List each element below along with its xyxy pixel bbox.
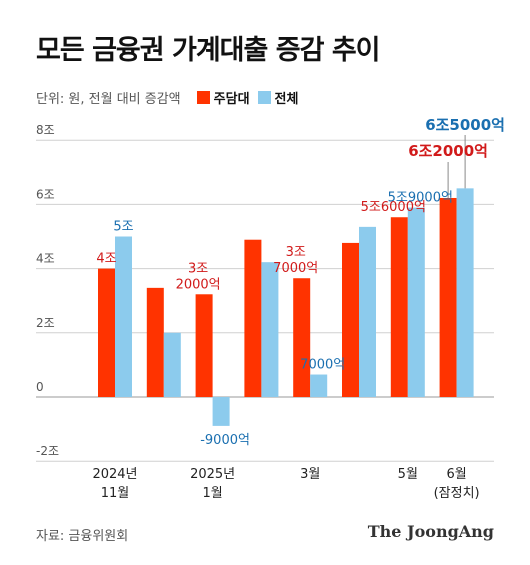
y-tick-label: 8조 bbox=[36, 123, 55, 137]
bar bbox=[407, 207, 425, 397]
data-label: 3조 bbox=[188, 261, 208, 276]
legend-row: 단위: 원, 전월 대비 증감액 주담대 전체 bbox=[36, 87, 306, 107]
x-tick-label: 1월 bbox=[202, 486, 222, 501]
bar bbox=[146, 287, 164, 397]
legend-label-total: 전체 bbox=[274, 91, 299, 107]
bar bbox=[98, 268, 115, 397]
data-label: 3조 bbox=[286, 245, 306, 260]
y-tick-label: 6조 bbox=[36, 187, 55, 201]
bar bbox=[456, 188, 474, 397]
y-tick-label: 4조 bbox=[36, 252, 55, 266]
x-tick-label: (잠정치) bbox=[434, 486, 480, 501]
data-label: 7000억 bbox=[300, 358, 345, 373]
bar bbox=[310, 374, 328, 397]
x-tick-label: 11월 bbox=[101, 486, 130, 501]
legend-label-mortgage: 주담대 bbox=[213, 91, 250, 107]
bar bbox=[342, 242, 359, 397]
bar bbox=[390, 217, 408, 397]
legend-swatch-mortgage bbox=[196, 90, 210, 104]
data-label: 6조5000억 bbox=[425, 116, 505, 134]
legend-item-total: 전체 bbox=[257, 88, 299, 107]
brand-logo: The JoongAng bbox=[367, 522, 494, 541]
bar bbox=[261, 262, 279, 397]
unit-note: 단위: 원, 전월 대비 증감액 bbox=[36, 91, 181, 107]
data-label: 4조 bbox=[96, 252, 116, 267]
legend-item-mortgage: 주담대 bbox=[196, 88, 250, 107]
x-tick-label: 2024년 bbox=[92, 467, 137, 482]
chart-title: 모든 금융권 가계대출 증감 추이 bbox=[36, 35, 381, 66]
source-note: 자료: 금융위원회 bbox=[36, 529, 129, 544]
x-tick-label: 3월 bbox=[300, 467, 320, 482]
x-tick-label: 5월 bbox=[398, 467, 418, 482]
legend-swatch-total bbox=[257, 90, 271, 104]
data-label: 5조6000억 bbox=[361, 200, 426, 215]
bar bbox=[115, 236, 132, 397]
x-tick-label: 2025년 bbox=[190, 467, 235, 482]
data-label: 2000억 bbox=[176, 277, 221, 292]
bar bbox=[359, 226, 376, 397]
bar bbox=[195, 294, 213, 397]
data-label: 5조 bbox=[113, 220, 133, 235]
bar bbox=[244, 239, 262, 397]
x-tick-label: 6월 bbox=[446, 467, 466, 482]
bar bbox=[439, 197, 457, 397]
y-tick-label: 0 bbox=[36, 380, 44, 394]
data-label: 6조2000억 bbox=[408, 142, 488, 160]
bar bbox=[163, 332, 181, 397]
y-tick-label: -2조 bbox=[36, 444, 59, 458]
bar bbox=[212, 397, 230, 426]
bar bbox=[293, 278, 311, 397]
data-label: -9000억 bbox=[200, 433, 250, 448]
data-label: 5조9000억 bbox=[388, 191, 453, 206]
y-tick-label: 2조 bbox=[36, 316, 55, 330]
data-label: 7000억 bbox=[273, 261, 318, 276]
